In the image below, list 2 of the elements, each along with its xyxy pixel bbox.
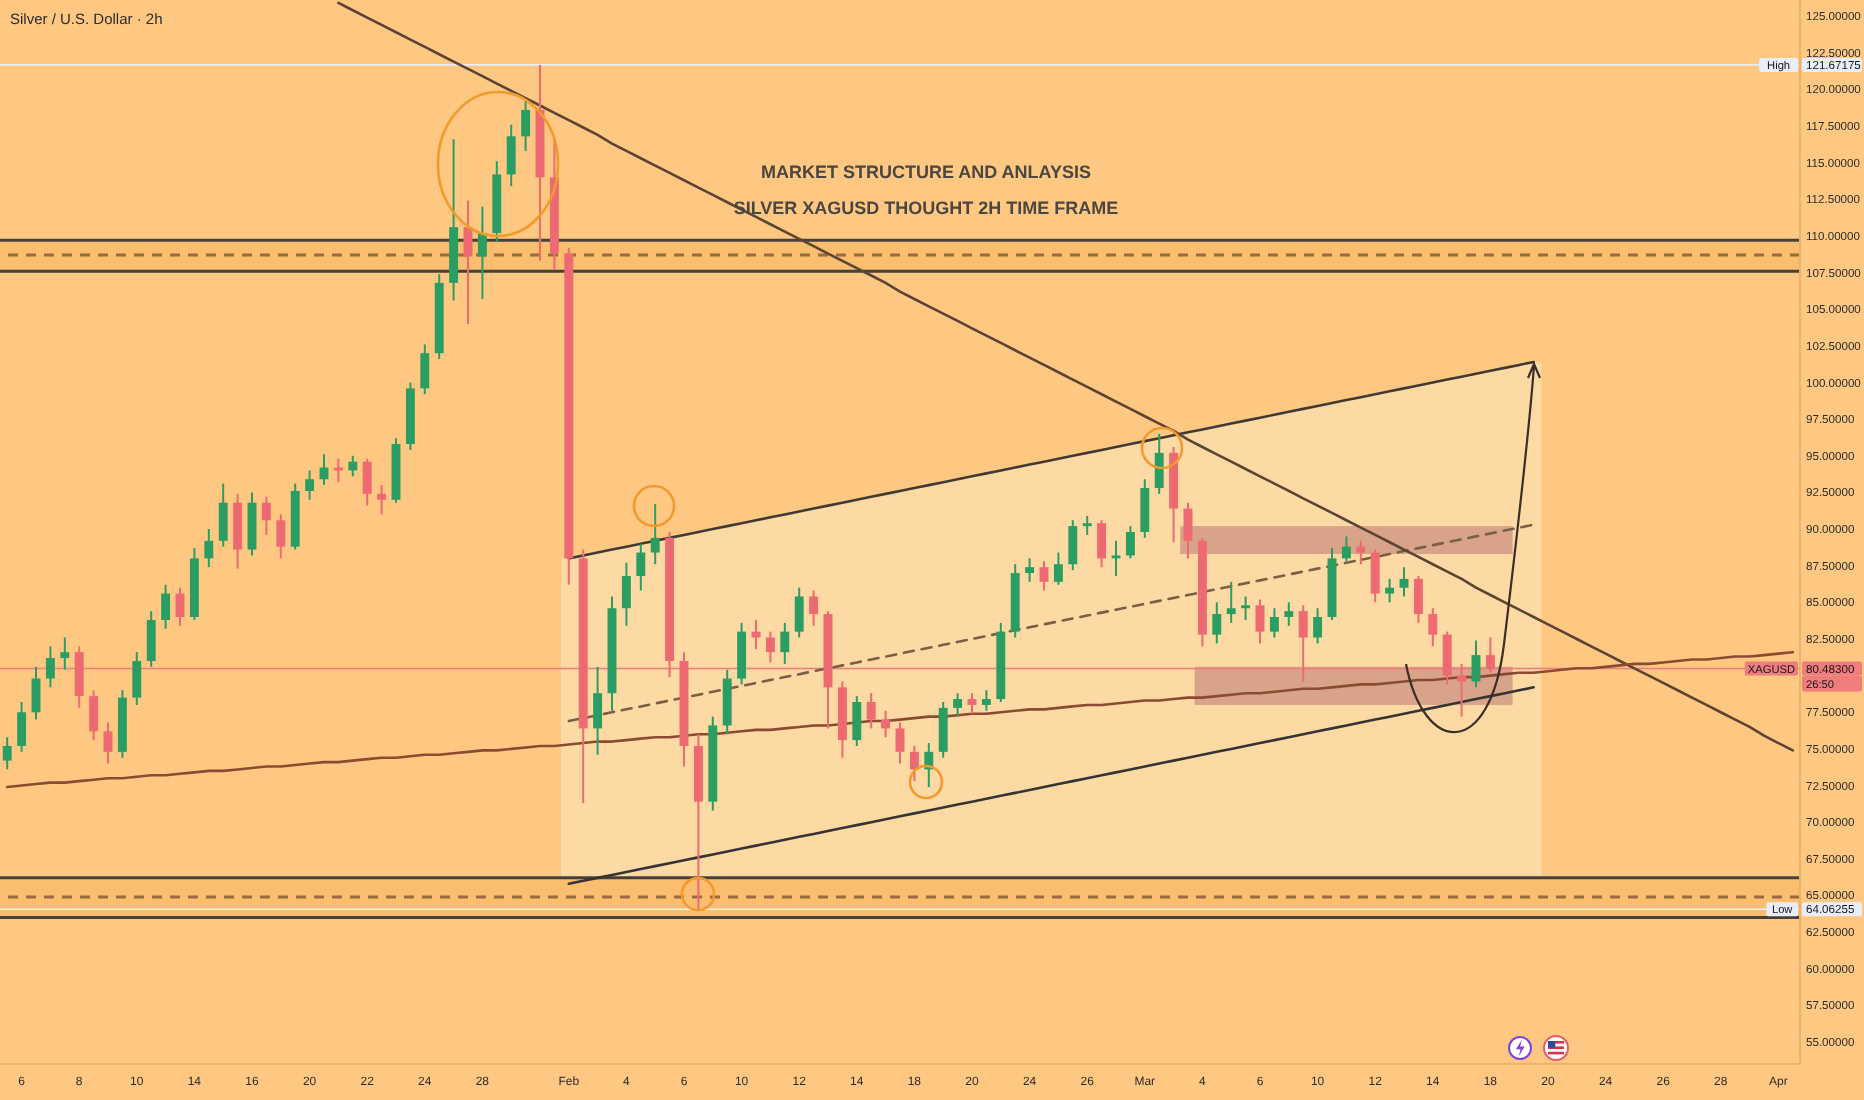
annotation: MARKET STRUCTURE AND ANLAYSIS <box>760 162 1092 182</box>
annotation: SILVER XAGUSD THOUGHT 2H TIME FRAME <box>733 198 1119 218</box>
